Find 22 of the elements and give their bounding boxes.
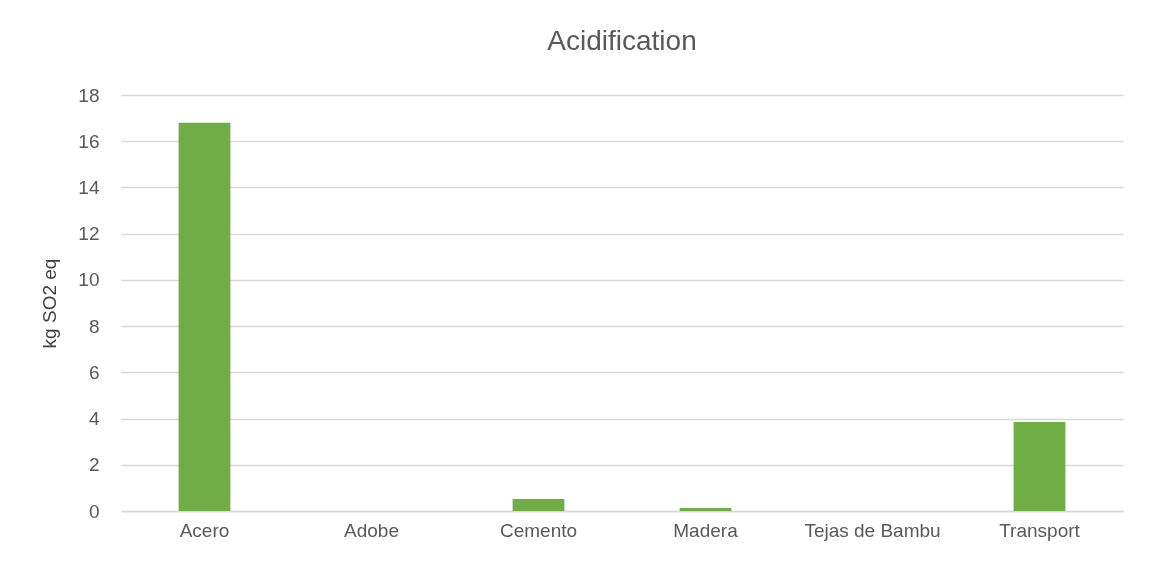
x-tick-label: Madera bbox=[673, 519, 739, 541]
y-tick-label: 2 bbox=[88, 454, 100, 476]
x-tick-label: Tejas de Bambu bbox=[804, 519, 941, 541]
bar bbox=[178, 122, 231, 511]
bar bbox=[679, 508, 732, 511]
y-axis-title: kg SO2 eq bbox=[39, 258, 61, 349]
y-tick-label: 12 bbox=[78, 223, 100, 245]
y-tick-label: 8 bbox=[88, 315, 100, 337]
x-tick-label: Cemento bbox=[499, 519, 578, 541]
x-tick-label: Acero bbox=[179, 519, 230, 541]
y-tick-label: 10 bbox=[78, 269, 100, 291]
x-tick-label: Adobe bbox=[344, 519, 399, 541]
y-tick-label: 4 bbox=[88, 408, 100, 430]
x-tick-label: Transport bbox=[999, 519, 1081, 541]
bar bbox=[1013, 422, 1066, 511]
y-tick-label: 0 bbox=[88, 500, 100, 522]
y-tick-label: 18 bbox=[78, 84, 100, 106]
bar bbox=[512, 498, 565, 511]
y-tick-label: 6 bbox=[88, 361, 100, 383]
y-tick-label: 14 bbox=[78, 176, 100, 198]
chart-title: Acidification bbox=[547, 25, 697, 56]
y-tick-label: 16 bbox=[78, 130, 100, 152]
